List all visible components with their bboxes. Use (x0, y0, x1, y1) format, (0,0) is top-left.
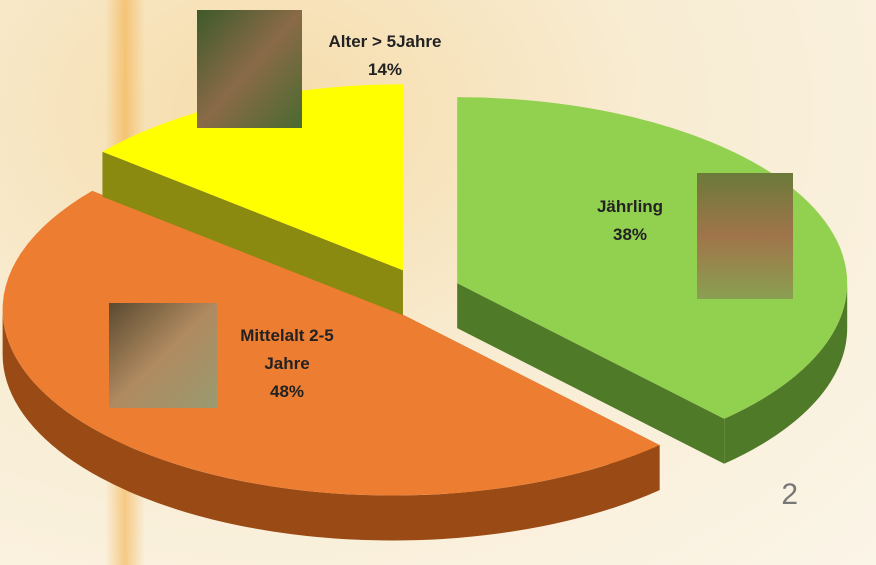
deer-photo (697, 173, 793, 299)
slice (2, 190, 660, 496)
slide-number: 2 (781, 478, 798, 511)
category-label: Mittelalt 2-5 Jahre (240, 326, 334, 373)
category-label: Alter > 5Jahre (328, 32, 442, 51)
value-label: 48% (269, 382, 305, 401)
value-label: 14% (367, 60, 403, 79)
deer-photo (109, 303, 217, 408)
slice-side (102, 151, 403, 316)
category-label: Jährling (596, 197, 664, 216)
slice-label: Mittelalt 2-5 Jahre 48% (232, 322, 342, 406)
slice-side (457, 283, 725, 464)
slice-side (2, 309, 660, 541)
value-label: 38% (612, 225, 648, 244)
slice-side (724, 283, 848, 464)
slice (102, 84, 403, 271)
slice-label: Jährling 38% (580, 193, 680, 249)
slice-label: Alter > 5Jahre 14% (300, 28, 470, 84)
deer-photo (197, 10, 302, 128)
